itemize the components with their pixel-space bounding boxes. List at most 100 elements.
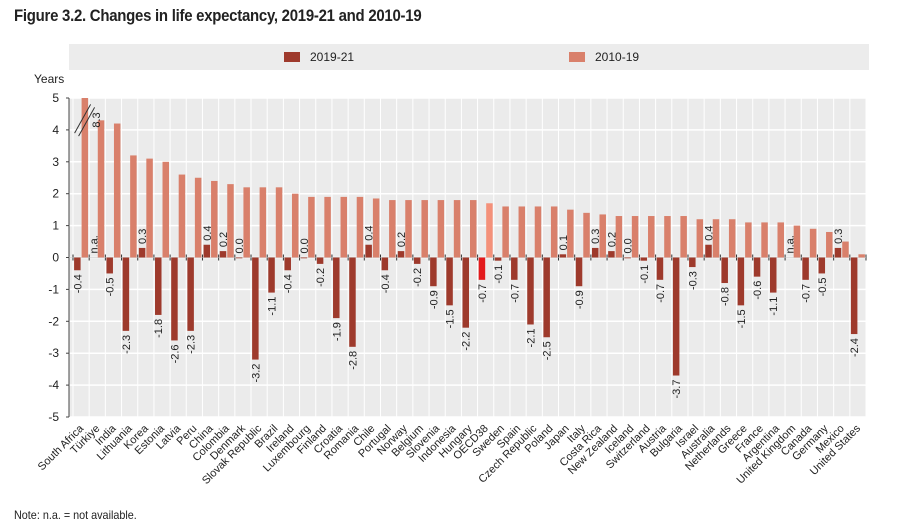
bar-2010-19 (518, 206, 526, 258)
bar-2019-21 (187, 257, 194, 331)
bar-2019-21 (430, 257, 437, 287)
data-label-2019-21: 0.3 (137, 229, 149, 244)
data-label-2019-21: 0.3 (833, 229, 845, 244)
bar-2010-19 (745, 222, 752, 258)
bar-2019-21 (802, 257, 809, 280)
data-label-2019-21: 0.0 (234, 238, 246, 253)
data-label-2019-21: n.a. (784, 235, 796, 253)
bar-2010-19 (486, 203, 493, 258)
bar-2010-19 (712, 219, 720, 258)
bar-2010-19 (777, 222, 784, 258)
data-label-2010-19: 8.3 (91, 112, 103, 127)
bar-2019-21 (235, 257, 243, 259)
bar-2019-21 (769, 257, 777, 293)
y-tick-label: 5 (52, 91, 59, 105)
bar-2010-19 (389, 200, 396, 258)
data-label-2019-21: 0.4 (704, 225, 716, 240)
bar-2019-21 (365, 244, 372, 258)
bar-2019-21 (511, 257, 518, 280)
bar-2010-19 (826, 231, 833, 258)
data-label-2019-21: 0.4 (202, 225, 214, 240)
bar-2019-21 (737, 257, 745, 306)
bar-2010-19 (470, 200, 477, 258)
bar-2010-19 (275, 187, 283, 258)
data-label-2019-21: -1.9 (331, 322, 343, 341)
bar-2019-21 (155, 257, 162, 315)
bar-2019-21 (591, 247, 599, 258)
bar-2010-19 (178, 174, 186, 258)
bar-2019-21 (834, 247, 842, 258)
chart-title: Figure 3.2. Changes in life expectancy, … (14, 6, 422, 25)
bar-2010-19 (502, 206, 509, 258)
bar-2010-19 (324, 196, 331, 258)
data-label-2019-21: -0.4 (380, 274, 392, 293)
data-label-2019-21: n.a. (89, 235, 101, 253)
y-tick-label: -2 (48, 314, 59, 328)
bar-2019-21 (316, 257, 324, 264)
bar-2010-19 (453, 200, 461, 258)
bar-2019-21 (219, 251, 227, 258)
legend: 2019-21 2010-19 (69, 44, 869, 70)
data-label-2019-21: -2.5 (542, 341, 554, 360)
bar-2019-21 (494, 257, 502, 261)
bar-2010-19 (680, 216, 687, 258)
y-tick-label: 1 (52, 219, 59, 233)
y-tick-label: -1 (48, 282, 59, 296)
bar-2019-21 (300, 257, 308, 259)
bar-2010-19 (81, 98, 89, 258)
bar-2019-21 (446, 257, 453, 306)
bar-2010-19 (567, 209, 574, 258)
legend-item-2019-21: 2019-21 (284, 50, 354, 64)
bar-2010-19 (664, 216, 671, 258)
bar-2019-21 (543, 257, 550, 338)
bar-2010-19 (696, 219, 704, 258)
bar-2010-19 (421, 200, 428, 258)
y-tick-label: -4 (48, 378, 59, 392)
data-label-2019-21: -0.7 (655, 284, 667, 303)
data-label-2019-21: -1.1 (267, 297, 279, 316)
data-label-2019-21: -0.7 (477, 284, 489, 303)
bar-2019-21 (559, 254, 567, 258)
bar-2010-19 (194, 177, 202, 258)
y-tick-label: 4 (52, 123, 59, 137)
data-label-2019-21: -0.2 (412, 268, 424, 287)
data-label-2019-21: -3.7 (671, 380, 683, 399)
data-label-2019-21: -0.5 (105, 277, 117, 296)
data-label-2019-21: 0.0 (299, 238, 311, 253)
data-label-2019-21: -0.9 (574, 290, 586, 309)
bar-2019-21 (705, 244, 712, 258)
bar-2019-21 (575, 257, 583, 287)
bar-2010-19 (615, 216, 623, 258)
axis-break-mark (78, 107, 96, 137)
data-label-2019-21: -2.4 (849, 338, 861, 357)
bar-2019-21 (413, 257, 421, 264)
bar-2019-21 (381, 257, 389, 271)
data-label-2019-21: -3.2 (250, 364, 262, 383)
bar-2019-21 (252, 257, 259, 360)
bar-2019-21 (203, 244, 211, 258)
bar-2019-21 (284, 257, 291, 271)
y-tick-label: 2 (52, 187, 59, 201)
bar-2019-21 (689, 257, 696, 268)
bar-2010-19 (97, 120, 105, 258)
data-label-2019-21: -2.6 (169, 344, 181, 363)
bar-2019-21 (640, 257, 648, 261)
bar-2019-21 (608, 251, 615, 258)
bar-2019-21 (656, 257, 664, 280)
data-label-2019-21: -0.7 (509, 284, 521, 303)
bar-2019-21 (478, 257, 486, 280)
axis-break-mark (74, 104, 92, 134)
bar-2019-21 (349, 257, 356, 347)
bar-2019-21 (753, 257, 761, 277)
data-label-2019-21: -2.2 (461, 332, 473, 351)
data-label-2019-21: -0.6 (752, 281, 764, 300)
bar-2010-19 (599, 214, 606, 258)
bar-2019-21 (850, 257, 858, 335)
bar-2010-19 (550, 206, 558, 258)
data-label-2019-21: -0.1 (493, 265, 505, 284)
data-label-2019-21: -0.3 (687, 271, 699, 290)
bar-2019-21 (397, 251, 405, 258)
bar-2010-19 (631, 216, 639, 258)
data-label-2019-21: 0.0 (623, 238, 635, 253)
